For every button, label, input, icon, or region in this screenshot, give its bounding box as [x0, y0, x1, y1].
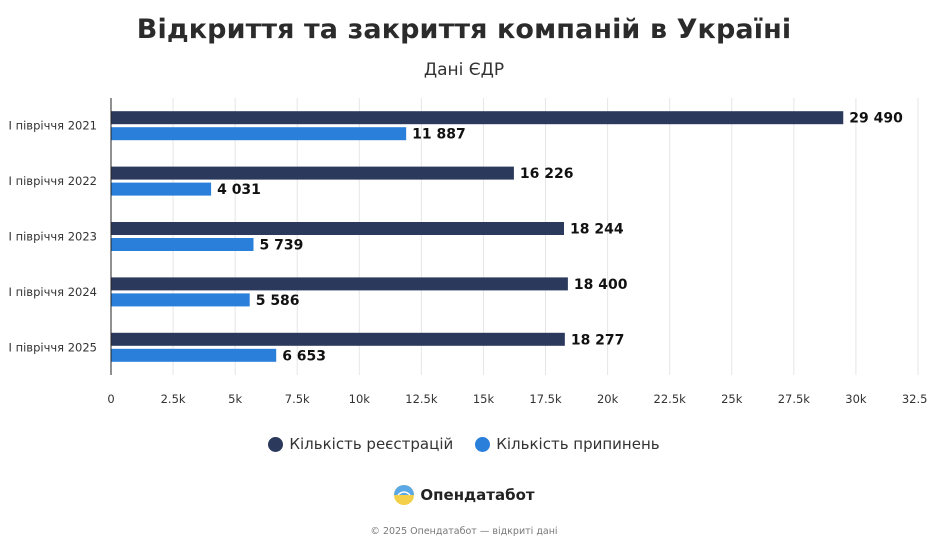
bar-value-label: 5 739: [260, 238, 304, 254]
bar-value-label: 6 653: [282, 348, 326, 364]
legend-item-registrations[interactable]: Кількість реєстрацій: [268, 435, 453, 453]
bar-value-label: 16 226: [520, 166, 574, 182]
bar-terminations[interactable]: [111, 348, 277, 362]
bar-registrations[interactable]: [111, 166, 514, 180]
bar-value-label: 29 490: [849, 111, 903, 127]
chart-subtitle: Дані ЄДР: [423, 60, 505, 80]
bar-value-label: 18 277: [571, 332, 625, 348]
bar-value-label: 18 244: [570, 222, 624, 238]
x-tick-label: 7.5k: [285, 392, 310, 406]
bar-terminations[interactable]: [111, 127, 407, 141]
x-tick-label: 22.5k: [654, 392, 687, 406]
x-tick-label: 2.5k: [161, 392, 186, 406]
legend-swatch-registrations: [268, 436, 284, 452]
brand-name: Опендатабот: [420, 486, 535, 504]
bar-value-label: 4 031: [217, 182, 261, 198]
y-category-label: І півріччя 2022: [9, 174, 97, 188]
x-tick-label: 12.5k: [405, 392, 438, 406]
x-tick-label: 25k: [721, 392, 743, 406]
opendatabot-logo-icon: [394, 485, 415, 505]
legend-label-registrations: Кількість реєстрацій: [289, 435, 454, 453]
legend-label-terminations: Кількість припинень: [496, 435, 660, 453]
x-tick-label: 10k: [349, 392, 371, 406]
legend-swatch-terminations: [475, 436, 491, 452]
y-category-label: І півріччя 2024: [9, 285, 97, 299]
x-tick-label: 5k: [228, 392, 242, 406]
x-tick-label: 0: [107, 392, 114, 406]
bar-value-label: 11 887: [412, 127, 466, 143]
bar-chart: 0 2.5k 5k 7.5k 10k 12.5k 15k 17.5k 20k 22.5k 25k 27…: [9, 98, 928, 406]
x-tick-label: 20k: [597, 392, 619, 406]
x-tick-label: 32.5k: [902, 392, 928, 406]
bar-value-label: 18 400: [574, 277, 628, 293]
x-tick-label: 30k: [845, 392, 867, 406]
y-category-label: І півріччя 2023: [9, 230, 97, 244]
bar-registrations[interactable]: [111, 277, 568, 291]
legend-item-terminations[interactable]: Кількість припинень: [475, 435, 660, 453]
bar-value-label: 5 586: [256, 293, 300, 309]
x-tick-label: 17.5k: [529, 392, 562, 406]
bar-terminations[interactable]: [111, 182, 212, 196]
x-tick-label: 15k: [473, 392, 495, 406]
bar-terminations[interactable]: [111, 238, 254, 251]
x-tick-label: 27.5k: [778, 392, 811, 406]
brand: Опендатабот: [0, 484, 928, 506]
bar-registrations[interactable]: [111, 111, 844, 125]
chart-legend: Кількість реєстрацій Кількість припинень: [0, 435, 928, 453]
chart-title: Відкриття та закриття компаній в Україні: [136, 14, 792, 45]
bar-registrations[interactable]: [111, 332, 565, 346]
bar-registrations[interactable]: [111, 222, 565, 235]
y-category-label: І півріччя 2025: [9, 340, 97, 354]
footer-text: © 2025 Опендатабот — відкриті дані: [370, 526, 558, 537]
bar-terminations[interactable]: [111, 293, 250, 307]
y-category-label: І півріччя 2021: [9, 119, 97, 133]
